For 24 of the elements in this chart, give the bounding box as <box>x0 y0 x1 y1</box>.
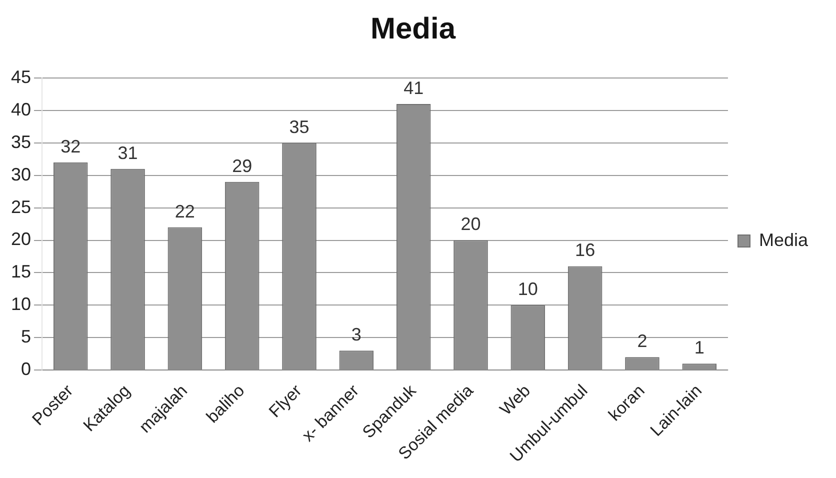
data-label: 32 <box>60 136 81 156</box>
data-label: 31 <box>118 142 138 163</box>
data-label: 2 <box>637 331 648 352</box>
y-tick-label: 25 <box>10 196 32 217</box>
data-label: 3 <box>351 324 362 345</box>
data-label: 20 <box>460 214 481 234</box>
y-tick-label: 5 <box>21 326 32 347</box>
data-label: 1 <box>694 338 704 358</box>
legend-label: Media <box>758 230 809 250</box>
data-label: 22 <box>174 201 195 222</box>
chart-title: Media <box>370 12 456 46</box>
data-label: 41 <box>404 78 424 98</box>
y-tick-label: 10 <box>10 294 32 314</box>
data-label: 16 <box>575 240 596 260</box>
data-label: 35 <box>289 116 310 137</box>
y-tick-label: 15 <box>10 262 32 282</box>
y-tick-label: 45 <box>10 66 32 87</box>
y-tick-label: 0 <box>21 359 32 380</box>
y-tick-label: 20 <box>10 229 32 250</box>
data-label: 29 <box>232 156 252 176</box>
y-tick-label: 35 <box>10 132 32 152</box>
y-tick-label: 40 <box>10 99 32 120</box>
data-label: 10 <box>518 279 538 300</box>
y-tick-label: 30 <box>10 164 32 184</box>
